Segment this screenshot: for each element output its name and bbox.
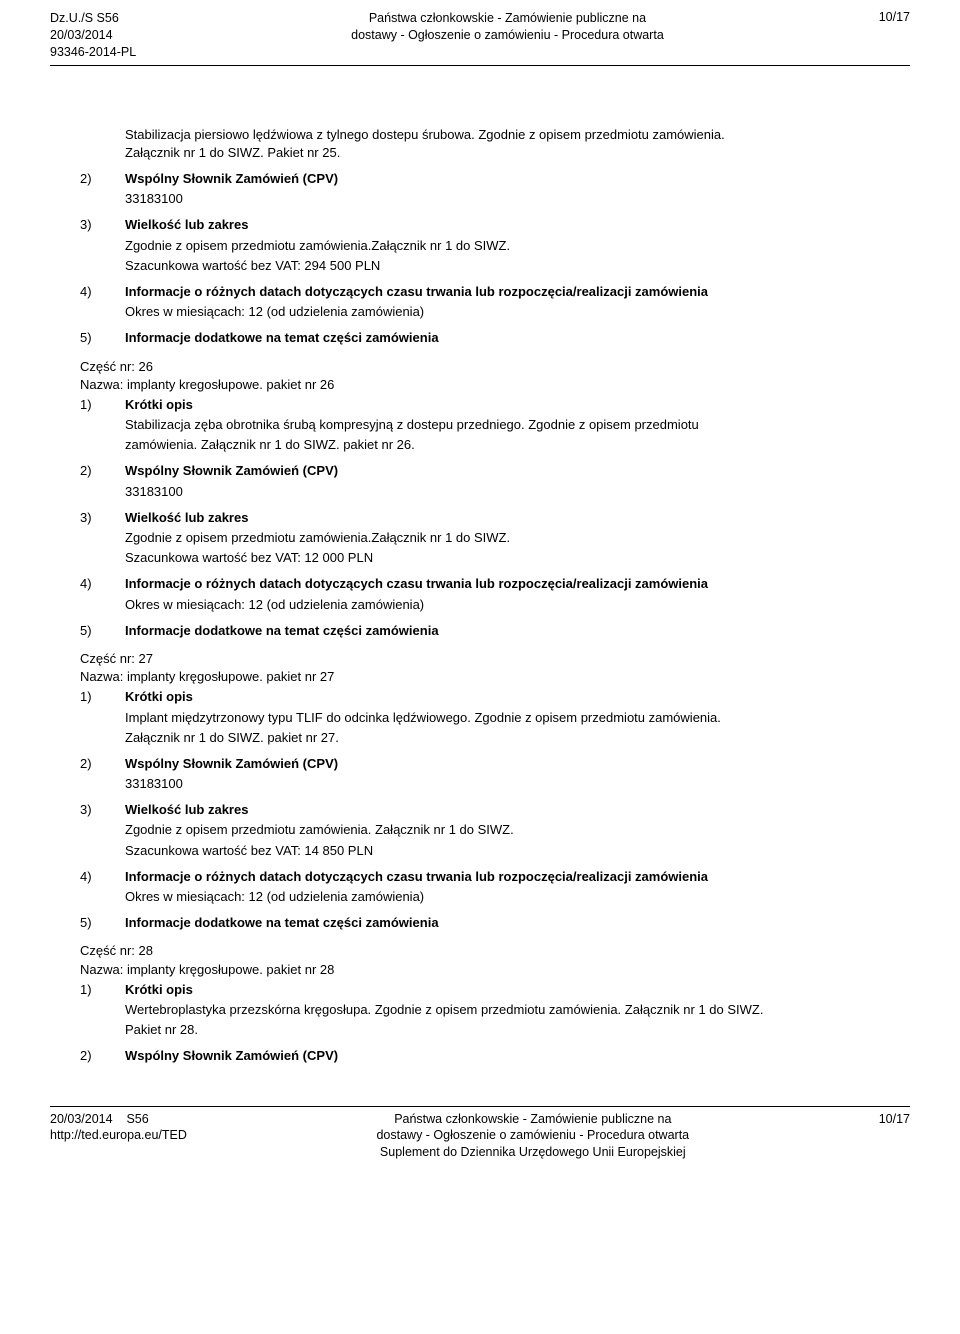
footer-page-number: 10/17 xyxy=(879,1111,910,1128)
footer-title-1: Państwa członkowskie - Zamówienie public… xyxy=(376,1111,689,1128)
part-number: Część nr: 26 xyxy=(80,358,910,376)
header-title-2: dostawy - Ogłoszenie o zamówieniu - Proc… xyxy=(351,27,664,44)
item-line: Okres w miesiącach: 12 (od udzielenia za… xyxy=(125,303,910,321)
item-num: 2) xyxy=(80,462,125,480)
intro-block: Stabilizacja piersiowo lędźwiowa z tylne… xyxy=(125,126,910,162)
item-line: Szacunkowa wartość bez VAT: 12 000 PLN xyxy=(125,549,910,567)
item-line: Zgodnie z opisem przedmiotu zamówienia.Z… xyxy=(125,237,910,255)
item-line: Implant międzytrzonowy typu TLIF do odci… xyxy=(125,709,910,727)
item-title: Informacje dodatkowe na temat części zam… xyxy=(125,622,910,640)
part-name: Nazwa: implanty kregosłupowe. pakiet nr … xyxy=(80,376,910,394)
item-title: Informacje dodatkowe na temat części zam… xyxy=(125,914,910,932)
part-number: Część nr: 27 xyxy=(80,650,910,668)
footer-right: 10/17 xyxy=(879,1111,910,1162)
header-date: 20/03/2014 xyxy=(50,27,136,44)
item-num: 3) xyxy=(80,509,125,527)
intro-line-1: Stabilizacja piersiowo lędźwiowa z tylne… xyxy=(125,126,910,144)
item-line: Pakiet nr 28. xyxy=(125,1021,910,1039)
item-line: zamówienia. Załącznik nr 1 do SIWZ. paki… xyxy=(125,436,910,454)
item-title: Informacje dodatkowe na temat części zam… xyxy=(125,329,910,347)
item-num: 2) xyxy=(80,170,125,188)
item-line: Zgodnie z opisem przedmiotu zamówienia.Z… xyxy=(125,529,910,547)
footer-date: 20/03/2014 xyxy=(50,1112,113,1126)
item-title: Informacje o różnych datach dotyczących … xyxy=(125,868,910,886)
header-page-number: 10/17 xyxy=(879,10,910,24)
part-name: Nazwa: implanty kręgosłupowe. pakiet nr … xyxy=(80,961,910,979)
header-ref: Dz.U./S S56 xyxy=(50,10,136,27)
item-line: Zgodnie z opisem przedmiotu zamówienia. … xyxy=(125,821,910,839)
item-title: Wspólny Słownik Zamówień (CPV) xyxy=(125,462,910,480)
footer-title-2: dostawy - Ogłoszenie o zamówieniu - Proc… xyxy=(376,1127,689,1144)
item-num: 1) xyxy=(80,688,125,706)
item-num: 1) xyxy=(80,396,125,414)
item-line: 33183100 xyxy=(125,483,910,501)
item-title: Krótki opis xyxy=(125,981,910,999)
header-center: Państwa członkowskie - Zamówienie public… xyxy=(351,10,664,44)
item-line: Okres w miesiącach: 12 (od udzielenia za… xyxy=(125,888,910,906)
item-title: Krótki opis xyxy=(125,396,910,414)
item-num: 4) xyxy=(80,283,125,301)
item-num: 2) xyxy=(80,1047,125,1065)
item-title: Wspólny Słownik Zamówień (CPV) xyxy=(125,755,910,773)
item-num: 4) xyxy=(80,868,125,886)
item-num: 5) xyxy=(80,329,125,347)
part-name: Nazwa: implanty kręgosłupowe. pakiet nr … xyxy=(80,668,910,686)
part-number: Część nr: 28 xyxy=(80,942,910,960)
item-line: Wertebroplastyka przezskórna kręgosłupa.… xyxy=(125,1001,910,1019)
item-title: Wspólny Słownik Zamówień (CPV) xyxy=(125,170,910,188)
page-footer: 20/03/2014 S56 http://ted.europa.eu/TED … xyxy=(50,1106,910,1162)
item-num: 5) xyxy=(80,622,125,640)
item-num: 4) xyxy=(80,575,125,593)
item-line: 33183100 xyxy=(125,775,910,793)
item-num: 3) xyxy=(80,801,125,819)
part-27-header: Część nr: 27 Nazwa: implanty kręgosłupow… xyxy=(80,650,910,686)
item-num: 5) xyxy=(80,914,125,932)
item-line: Okres w miesiącach: 12 (od udzielenia za… xyxy=(125,596,910,614)
item-line: Szacunkowa wartość bez VAT: 294 500 PLN xyxy=(125,257,910,275)
page-header: Dz.U./S S56 20/03/2014 93346-2014-PL Pań… xyxy=(50,10,910,66)
part-28-header: Część nr: 28 Nazwa: implanty kręgosłupow… xyxy=(80,942,910,978)
item-num: 2) xyxy=(80,755,125,773)
item-line: Załącznik nr 1 do SIWZ. pakiet nr 27. xyxy=(125,729,910,747)
item-title: Informacje o różnych datach dotyczących … xyxy=(125,575,910,593)
part-26-header: Część nr: 26 Nazwa: implanty kregosłupow… xyxy=(80,358,910,394)
footer-title-3: Suplement do Dziennika Urzędowego Unii E… xyxy=(376,1144,689,1161)
item-line: Stabilizacja zęba obrotnika śrubą kompre… xyxy=(125,416,910,434)
item-title: Wielkość lub zakres xyxy=(125,801,910,819)
item-title: Wielkość lub zakres xyxy=(125,509,910,527)
item-num: 3) xyxy=(80,216,125,234)
footer-url: http://ted.europa.eu/TED xyxy=(50,1127,187,1144)
item-title: Informacje o różnych datach dotyczących … xyxy=(125,283,910,301)
footer-center: Państwa członkowskie - Zamówienie public… xyxy=(376,1111,689,1162)
footer-issue: S56 xyxy=(126,1112,148,1126)
header-title-1: Państwa członkowskie - Zamówienie public… xyxy=(351,10,664,27)
item-title: Wielkość lub zakres xyxy=(125,216,910,234)
intro-line-2: Załącznik nr 1 do SIWZ. Pakiet nr 25. xyxy=(125,144,910,162)
document-content: Stabilizacja piersiowo lędźwiowa z tylne… xyxy=(50,126,910,1066)
header-right: 10/17 xyxy=(879,10,910,24)
item-title: Wspólny Słownik Zamówień (CPV) xyxy=(125,1047,910,1065)
item-num: 1) xyxy=(80,981,125,999)
item-line: 33183100 xyxy=(125,190,910,208)
footer-left: 20/03/2014 S56 http://ted.europa.eu/TED xyxy=(50,1111,187,1162)
header-code: 93346-2014-PL xyxy=(50,44,136,61)
item-title: Krótki opis xyxy=(125,688,910,706)
item-line: Szacunkowa wartość bez VAT: 14 850 PLN xyxy=(125,842,910,860)
header-left: Dz.U./S S56 20/03/2014 93346-2014-PL xyxy=(50,10,136,61)
